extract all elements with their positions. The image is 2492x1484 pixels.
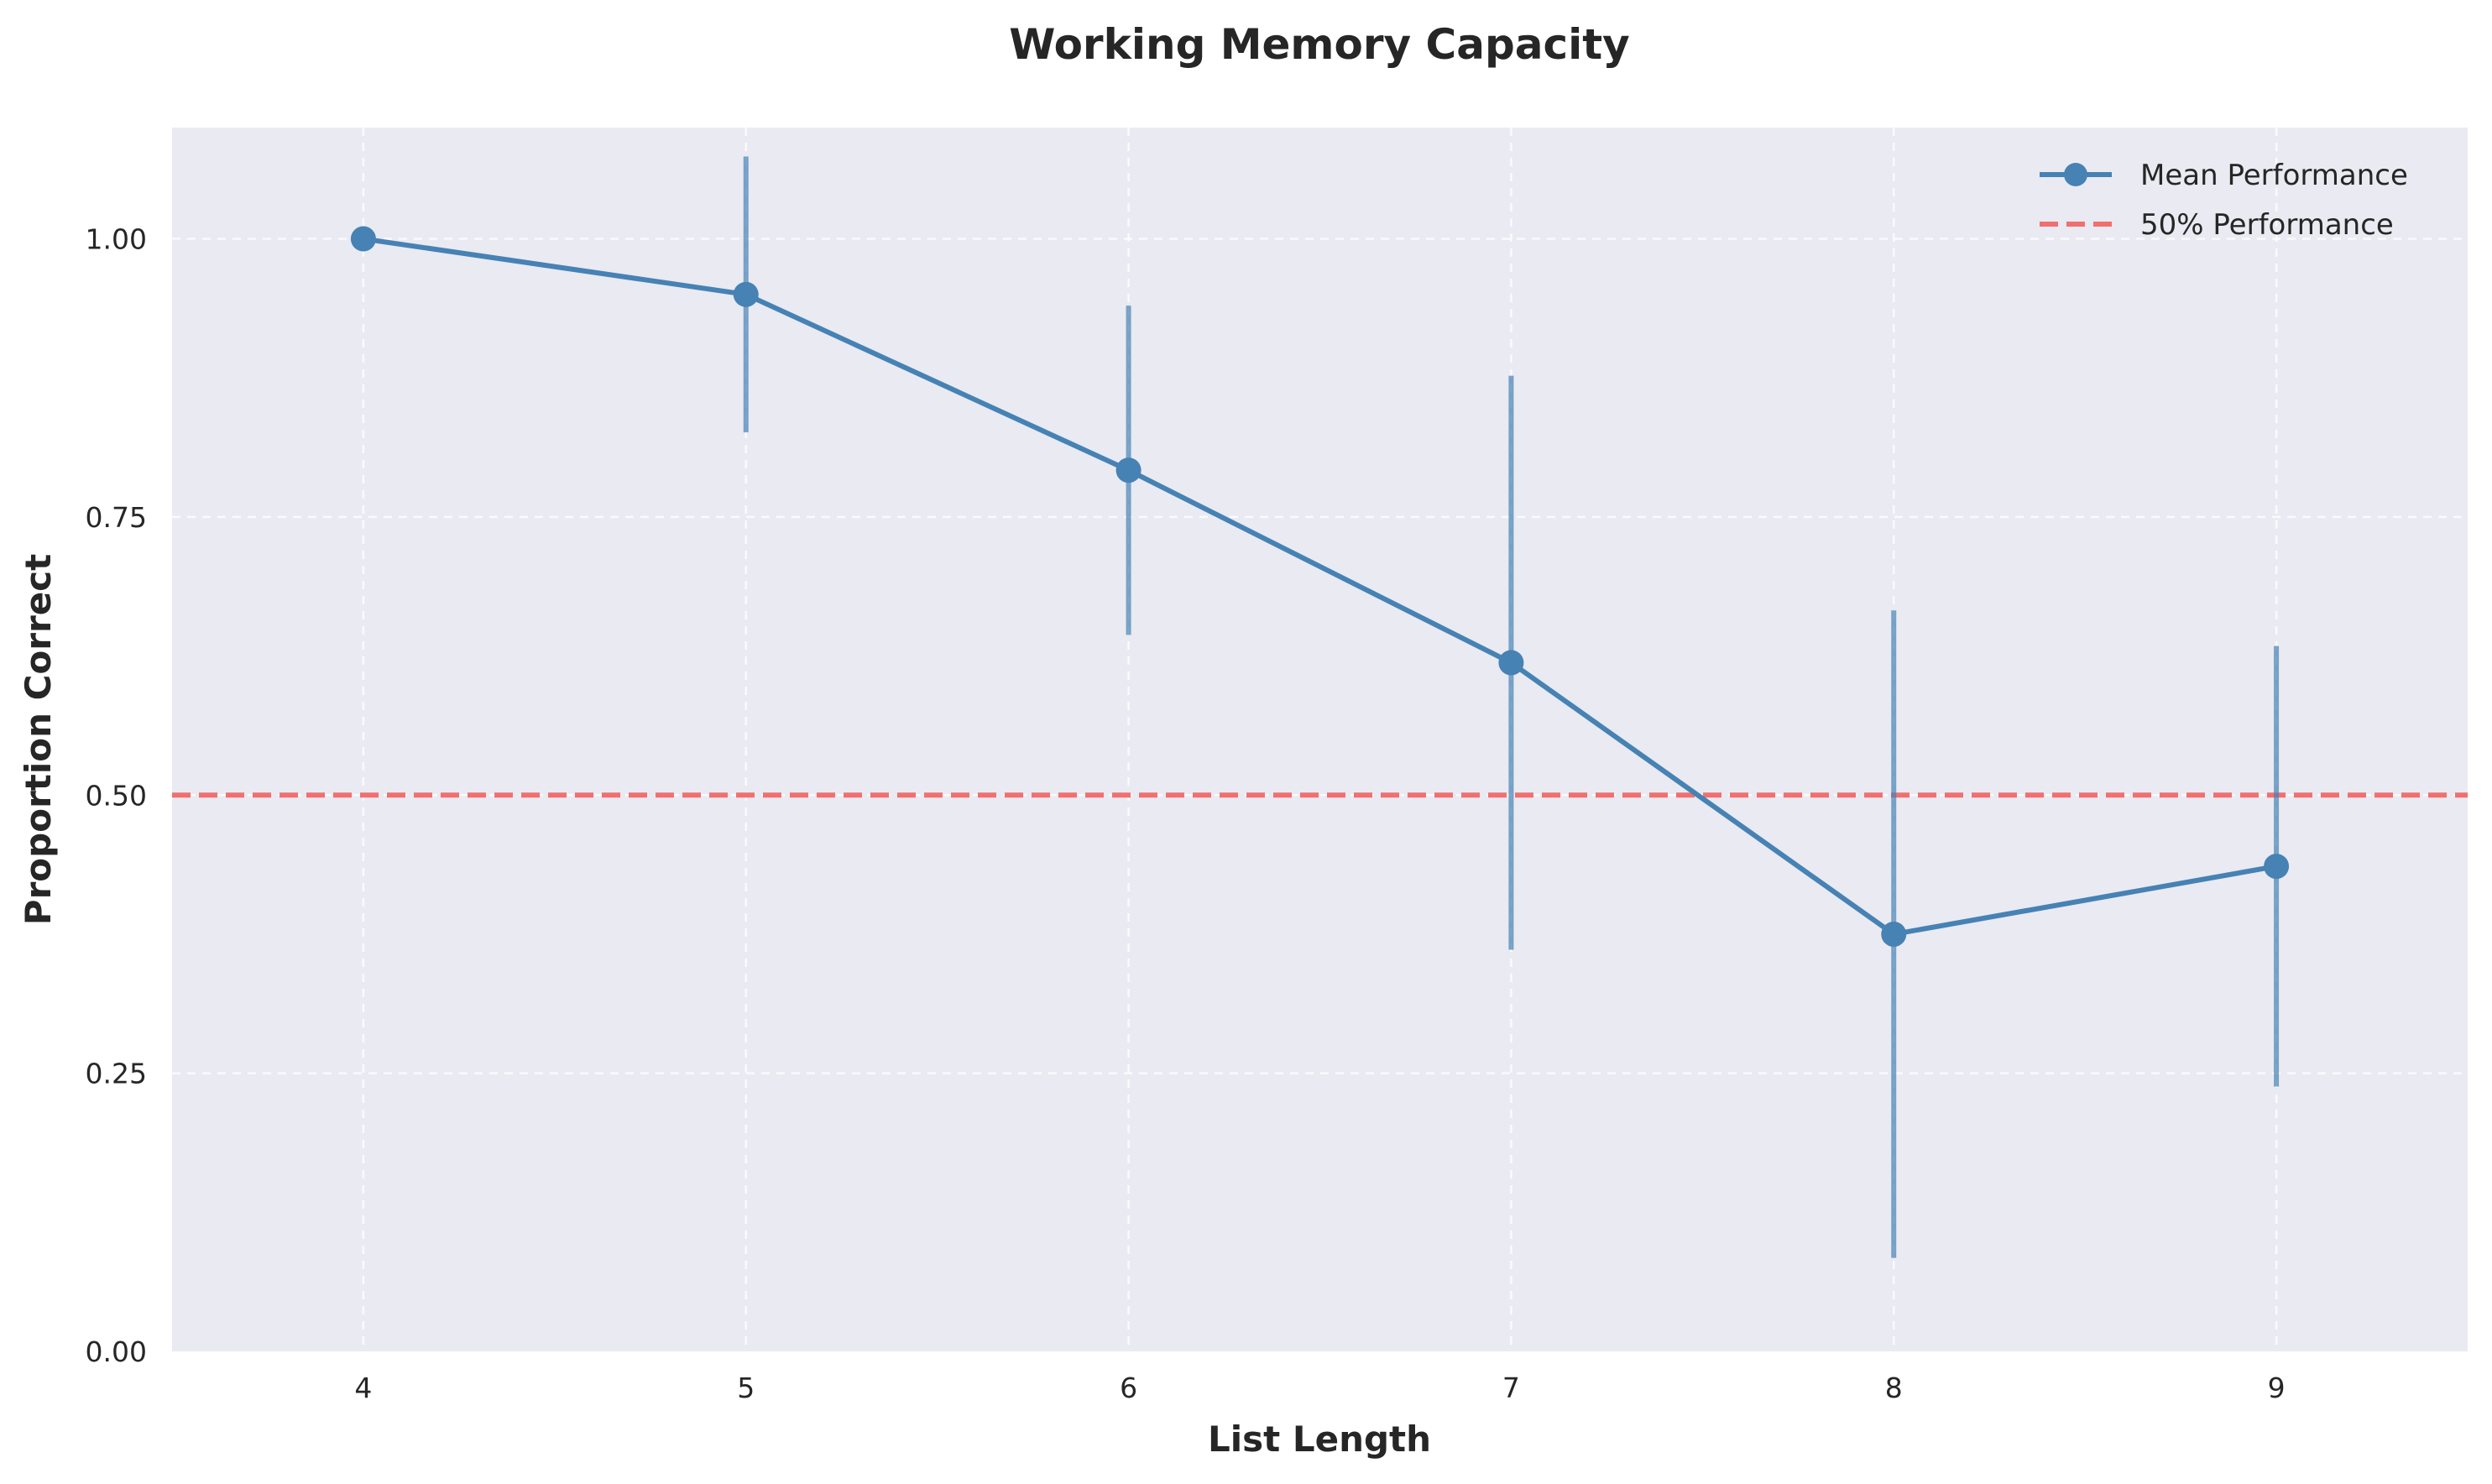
- x-tick-label: 4: [354, 1372, 372, 1404]
- x-axis-label: List Length: [1208, 1419, 1431, 1460]
- x-tick-label: 9: [2268, 1372, 2286, 1404]
- y-axis-label: Proportion Correct: [18, 554, 59, 925]
- data-point: [1115, 457, 1142, 483]
- y-tick-label: 0.25: [86, 1058, 147, 1090]
- data-point: [2264, 854, 2290, 880]
- chart-title: Working Memory Capacity: [1009, 20, 1630, 69]
- mean-performance-line: [363, 236, 2277, 937]
- legend-threshold-label: 50% Performance: [2140, 208, 2394, 242]
- x-tick-label: 5: [737, 1372, 755, 1404]
- y-tick-labels: 0.00 0.25 0.50 0.75 1.00: [86, 223, 147, 1368]
- data-point: [350, 226, 376, 252]
- x-tick-labels: 4 5 6 7 8 9: [354, 1372, 2285, 1404]
- data-points: [350, 226, 2290, 947]
- y-tick-label: 0.00: [86, 1335, 147, 1368]
- x-tick-label: 8: [1885, 1372, 1903, 1404]
- y-tick-label: 0.75: [86, 501, 147, 534]
- data-point: [1881, 921, 1907, 947]
- legend: Mean Performance 50% Performance: [2040, 159, 2408, 242]
- x-tick-label: 7: [1502, 1372, 1520, 1404]
- series-line-group: [363, 236, 2277, 937]
- data-point: [733, 281, 759, 307]
- data-point: [1498, 650, 1524, 676]
- y-tick-label: 1.00: [86, 223, 147, 256]
- y-tick-label: 0.50: [86, 779, 147, 812]
- plot-area: [172, 128, 2468, 1351]
- legend-mean-marker: [2064, 163, 2087, 186]
- x-tick-label: 6: [1120, 1372, 1137, 1404]
- legend-mean-label: Mean Performance: [2140, 159, 2408, 192]
